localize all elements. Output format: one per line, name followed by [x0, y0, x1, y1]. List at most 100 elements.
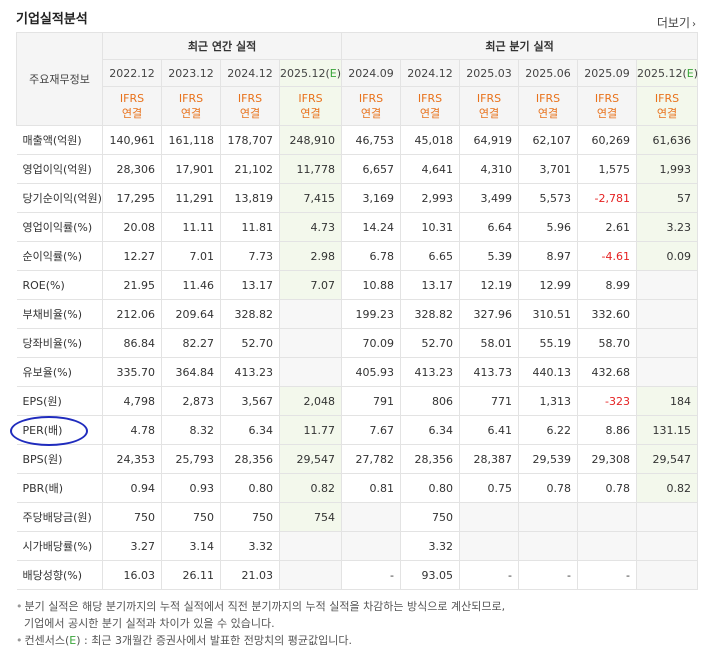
table-cell: 806 — [400, 386, 461, 416]
table-cell: -4.61 — [577, 241, 638, 271]
table-cell: 21.03 — [220, 560, 280, 590]
table-cell: 8.99 — [577, 270, 638, 300]
table-cell: 199.23 — [341, 299, 402, 329]
table-cell — [459, 502, 520, 532]
table-cell: 10.31 — [400, 212, 461, 242]
table-cell: 7,415 — [278, 183, 343, 213]
table-cell: 754 — [278, 502, 343, 532]
table-cell: 0.81 — [341, 473, 402, 503]
table-row: 유보율(%) 335.70 364.84 413.23 405.93 413.23 413.… — [16, 357, 699, 387]
row-label: 영업이익(억원) — [16, 154, 103, 184]
table-cell: 14.24 — [341, 212, 402, 242]
table-cell: 3.32 — [220, 531, 280, 561]
table-cell: 5.39 — [459, 241, 520, 271]
table-cell: 8.86 — [577, 415, 638, 445]
table-cell — [518, 531, 579, 561]
row-label: 당기순이익(억원) — [16, 183, 103, 213]
table-cell: 1,313 — [518, 386, 579, 416]
table-row: 배당성향(%) 16.03 26.11 21.03-93.05- - - — [16, 560, 699, 590]
table-cell: 10.88 — [341, 270, 402, 300]
table-cell — [518, 502, 579, 532]
period-header: 2025.06 — [518, 59, 579, 87]
table-row: 주당배당금(원) 750 750 750 754 750 — [16, 502, 699, 532]
table-cell: 62,107 — [518, 125, 579, 155]
table-cell: 327.96 — [459, 299, 520, 329]
table-cell: 0.80 — [220, 473, 280, 503]
table-cell — [577, 502, 638, 532]
table-cell — [577, 531, 638, 561]
row-label: 매출액(억원) — [16, 125, 103, 155]
ifrs-header: IFRS 연결 — [400, 86, 461, 126]
table-cell — [341, 531, 402, 561]
table-cell — [636, 357, 699, 387]
period-header: 2024.12 — [400, 59, 461, 87]
table-cell: 16.03 — [102, 560, 162, 590]
table-cell: - — [518, 560, 579, 590]
table-cell: 161,118 — [161, 125, 221, 155]
corner-label: 주요재무정보 — [16, 32, 103, 126]
table-row: PER(배) 4.78 8.32 6.34 11.77 7.67 6.34 6.41 6.22 8… — [16, 415, 699, 445]
table-row: PBR(배) 0.94 0.93 0.80 0.82 0.81 0.80 0.75 0.78 0.… — [16, 473, 699, 503]
period-header: 2024.12 — [220, 59, 280, 87]
bullet-icon: • — [16, 600, 23, 613]
table-cell: 17,901 — [161, 154, 221, 184]
table-cell — [636, 531, 699, 561]
table-cell: 3.32 — [400, 531, 461, 561]
table-cell: 28,387 — [459, 444, 520, 474]
table-cell: 771 — [459, 386, 520, 416]
table-cell: 29,308 — [577, 444, 638, 474]
table-cell: 13.17 — [400, 270, 461, 300]
row-label: ROE(%) — [16, 270, 103, 300]
table-row: 시가배당률(%) 3.27 3.14 3.32 3.32 — [16, 531, 699, 561]
bullet-icon: • — [16, 634, 23, 647]
table-cell: 64,919 — [459, 125, 520, 155]
table-cell: 52.70 — [220, 328, 280, 358]
table-cell — [278, 328, 343, 358]
table-cell: 3,567 — [220, 386, 280, 416]
period-header: 2025.09 — [577, 59, 638, 87]
table-cell: 3,701 — [518, 154, 579, 184]
table-cell — [278, 299, 343, 329]
table-cell: 5,573 — [518, 183, 579, 213]
table-cell: 6.78 — [341, 241, 402, 271]
table-row: 매출액(억원) 140,961 161,118 178,707 248,910 46,75… — [16, 125, 699, 155]
table-cell: 86.84 — [102, 328, 162, 358]
table-cell: 6.65 — [400, 241, 461, 271]
more-link[interactable]: 더보기 › — [657, 14, 696, 31]
table-cell: 28,356 — [220, 444, 280, 474]
table-cell: 750 — [400, 502, 461, 532]
table-cell: - — [459, 560, 520, 590]
table-cell: 178,707 — [220, 125, 280, 155]
table-cell: 46,753 — [341, 125, 402, 155]
table-cell: 0.80 — [400, 473, 461, 503]
table-cell: 212.06 — [102, 299, 162, 329]
table-cell: 6.41 — [459, 415, 520, 445]
table-cell: 7.67 — [341, 415, 402, 445]
row-label: 배당성향(%) — [16, 560, 103, 590]
table-cell — [341, 502, 402, 532]
table-cell: 8.97 — [518, 241, 579, 271]
table-cell — [278, 357, 343, 387]
table-cell: - — [577, 560, 638, 590]
table-cell: 13.17 — [220, 270, 280, 300]
table-cell: 3.23 — [636, 212, 699, 242]
table-cell: 93.05 — [400, 560, 461, 590]
table-cell: 11.77 — [278, 415, 343, 445]
table-cell: 52.70 — [400, 328, 461, 358]
table-cell: 413.23 — [220, 357, 280, 387]
table-cell: 4.73 — [278, 212, 343, 242]
ifrs-header: IFRS 연결 — [459, 86, 520, 126]
table-cell: 7.01 — [161, 241, 221, 271]
row-label: 시가배당률(%) — [16, 531, 103, 561]
table-cell: 5.96 — [518, 212, 579, 242]
table-cell: 750 — [220, 502, 280, 532]
ifrs-header: IFRS 연결 — [577, 86, 638, 126]
table-cell: 25,793 — [161, 444, 221, 474]
table-cell: 45,018 — [400, 125, 461, 155]
table-cell: -323 — [577, 386, 638, 416]
table-cell: 0.82 — [278, 473, 343, 503]
period-header: 2024.09 — [341, 59, 402, 87]
table-cell: 55.19 — [518, 328, 579, 358]
table-cell: 2,048 — [278, 386, 343, 416]
row-label: 영업이익률(%) — [16, 212, 103, 242]
